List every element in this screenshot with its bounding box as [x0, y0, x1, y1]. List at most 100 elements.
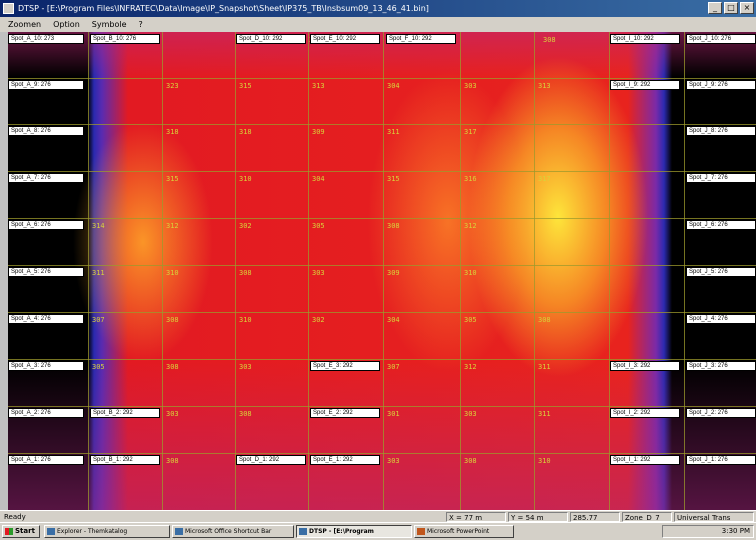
zone-value: 303 — [312, 269, 325, 277]
status-value: 285.77 — [570, 512, 620, 522]
spot-label[interactable]: Spot_A_10: 273 — [8, 34, 84, 44]
spot-label[interactable]: Spot_A_6: 276 — [8, 220, 84, 230]
spot-label[interactable]: Spot_A_8: 276 — [8, 126, 84, 136]
zone-value: 301 — [387, 410, 400, 418]
task-explorer[interactable]: Explorer - Themkatalog — [44, 525, 170, 538]
zone-value: 315 — [387, 175, 400, 183]
spot-label[interactable]: Spot_A_4: 276 — [8, 314, 84, 324]
zone-value: 312 — [464, 222, 477, 230]
spot-label[interactable]: Spot_J_4: 276 — [686, 314, 756, 324]
zone-value: 312 — [464, 363, 477, 371]
zone-value: 313 — [538, 82, 551, 90]
status-x: X = 77 m — [446, 512, 506, 522]
spot-label[interactable]: Spot_J_5: 276 — [686, 267, 756, 277]
spot-label[interactable]: Spot_A_7: 276 — [8, 173, 84, 183]
task-office-shortcut-bar[interactable]: Microsoft Office Shortcut Bar — [172, 525, 294, 538]
zone-value: 310 — [166, 269, 179, 277]
zone-value: 304 — [387, 82, 400, 90]
start-button[interactable]: Start — [2, 525, 40, 538]
zone-value: 308 — [387, 222, 400, 230]
zone-value: 312 — [166, 222, 179, 230]
spot-label[interactable]: Spot_F_10: 292 — [386, 34, 456, 44]
spot-label[interactable]: Spot_A_2: 276 — [8, 408, 84, 418]
close-button[interactable]: × — [740, 2, 754, 14]
spot-label[interactable]: Spot_I_2: 292 — [610, 408, 680, 418]
grid-horizontal-line — [8, 312, 756, 313]
grid-horizontal-line — [8, 124, 756, 125]
office-icon — [175, 528, 183, 535]
folder-icon — [47, 528, 55, 535]
menu-item-symbole[interactable]: Symbole — [91, 20, 127, 29]
spot-label[interactable]: Spot_J_9: 276 — [686, 80, 756, 90]
spot-label[interactable]: Spot_E_2: 292 — [310, 408, 380, 418]
zone-value: 308 — [543, 36, 556, 44]
spot-label[interactable]: Spot_I_10: 292 — [610, 34, 680, 44]
zone-value: 318 — [166, 128, 179, 136]
zone-value: 308 — [464, 457, 477, 465]
zone-value: 309 — [312, 128, 325, 136]
spot-label[interactable]: Spot_A_1: 276 — [8, 455, 84, 465]
system-tray: 3:30 PM — [662, 525, 754, 538]
spot-label[interactable]: Spot_I_3: 292 — [610, 361, 680, 371]
grid-vertical-line — [88, 32, 89, 510]
zone-value: 323 — [166, 82, 179, 90]
spot-label[interactable]: Spot_E_10: 292 — [310, 34, 380, 44]
grid-vertical-line — [308, 32, 309, 510]
zone-value: 305 — [464, 316, 477, 324]
task-label: Microsoft Office Shortcut Bar — [185, 528, 272, 535]
zone-value: 310 — [464, 269, 477, 277]
zone-value: 313 — [312, 82, 325, 90]
app-icon — [299, 528, 307, 535]
spot-label[interactable]: Spot_E_3: 292 — [310, 361, 380, 371]
spot-label[interactable]: Spot_I_1: 292 — [610, 455, 680, 465]
status-ready: Ready — [4, 513, 26, 521]
zone-value: 317 — [538, 175, 551, 183]
minimize-button[interactable]: _ — [708, 2, 722, 14]
spot-label[interactable]: Spot_J_1: 276 — [686, 455, 756, 465]
spot-label[interactable]: Spot_B_1: 292 — [90, 455, 160, 465]
menu-item-option[interactable]: Option — [53, 20, 80, 29]
spot-label[interactable]: Spot_J_8: 276 — [686, 126, 756, 136]
spot-label[interactable]: Spot_J_7: 276 — [686, 173, 756, 183]
spot-label[interactable]: Spot_J_3: 276 — [686, 361, 756, 371]
zone-value: 308 — [166, 457, 179, 465]
spot-label[interactable]: Spot_I_9: 292 — [610, 80, 680, 90]
zone-value: 316 — [464, 175, 477, 183]
zone-value: 304 — [387, 316, 400, 324]
clock: 3:30 PM — [721, 527, 750, 535]
grid-horizontal-line — [8, 359, 756, 360]
thermal-image-view[interactable]: 323 315 313 304 303 313 318 318 309 311 317 315 310 3… — [8, 32, 756, 510]
zone-value: 310 — [538, 457, 551, 465]
spot-label[interactable]: Spot_A_3: 276 — [8, 361, 84, 371]
grid-horizontal-line — [8, 171, 756, 172]
task-dtsp[interactable]: DTSP - [E:\Program — [296, 525, 412, 538]
menu-item-zoomen[interactable]: Zoomen — [8, 20, 42, 29]
menu-bar: Zoomen Option Symbole ? — [0, 17, 756, 32]
status-mode: Universal Trans — [674, 512, 754, 522]
grid-horizontal-line — [8, 406, 756, 407]
task-powerpoint[interactable]: Microsoft PowerPoint — [414, 525, 514, 538]
zone-value: 305 — [312, 222, 325, 230]
app-icon[interactable] — [3, 3, 14, 14]
spot-label[interactable]: Spot_A_9: 276 — [8, 80, 84, 90]
task-label: Explorer - Themkatalog — [57, 528, 128, 535]
menu-item-help[interactable]: ? — [138, 20, 143, 29]
zone-value: 307 — [387, 363, 400, 371]
spot-label[interactable]: Spot_B_10: 276 — [90, 34, 160, 44]
spot-label[interactable]: Spot_E_1: 292 — [310, 455, 380, 465]
zone-value: 311 — [538, 363, 551, 371]
window-titlebar[interactable]: DTSP - [E:\Program Files\INFRATEC\Data\I… — [0, 0, 756, 17]
spot-label[interactable]: Spot_D_1: 292 — [236, 455, 306, 465]
spot-label[interactable]: Spot_J_6: 276 — [686, 220, 756, 230]
maximize-button[interactable]: □ — [724, 2, 738, 14]
spot-label[interactable]: Spot_D_10: 292 — [236, 34, 306, 44]
zone-value: 308 — [166, 316, 179, 324]
grid-horizontal-line — [8, 218, 756, 219]
status-zone: Zone_D_7 — [622, 512, 672, 522]
grid-horizontal-line — [8, 453, 756, 454]
spot-label[interactable]: Spot_J_10: 276 — [686, 34, 756, 44]
zone-value: 311 — [538, 410, 551, 418]
spot-label[interactable]: Spot_A_5: 276 — [8, 267, 84, 277]
spot-label[interactable]: Spot_J_2: 276 — [686, 408, 756, 418]
spot-label[interactable]: Spot_B_2: 292 — [90, 408, 160, 418]
